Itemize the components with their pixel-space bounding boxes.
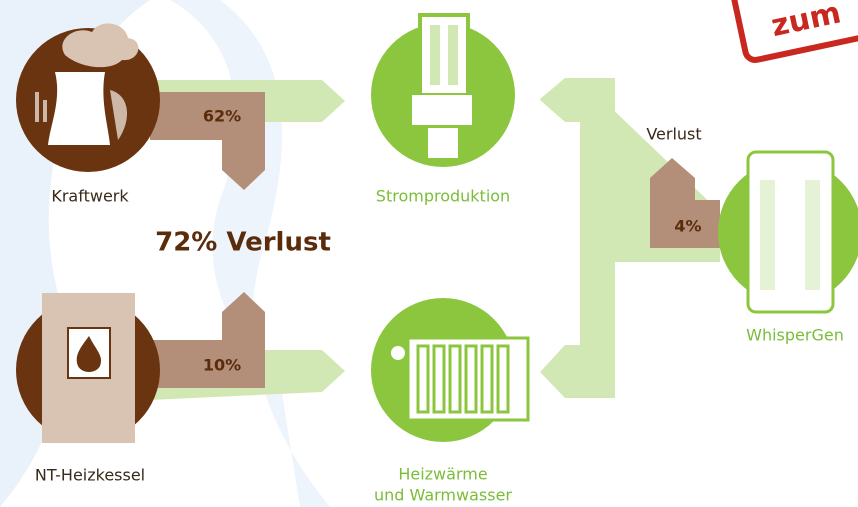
loss-block (650, 158, 720, 248)
badge-frame (729, 0, 858, 63)
chimney (35, 92, 39, 122)
bulb-base (412, 95, 472, 125)
unit (775, 180, 805, 290)
bulb (418, 13, 470, 97)
bulb (448, 25, 458, 85)
output-label: Stromproduktion (376, 187, 510, 206)
output-label: und Warmwasser (374, 486, 512, 505)
loss-label: 62% (203, 107, 241, 126)
chp-flow (540, 78, 720, 398)
loss-blocks (150, 92, 720, 388)
loss-label: 10% (203, 356, 241, 375)
loss-block (150, 92, 265, 190)
source-label: NT-Heizkessel (35, 466, 145, 485)
radiator (406, 336, 530, 422)
cooling-tower (48, 72, 110, 145)
bulb-socket (428, 128, 458, 158)
source-label: Kraftwerk (51, 187, 129, 206)
chp-loss-title: Verlust (646, 125, 701, 144)
badge: zum (729, 0, 858, 63)
output-label: Heizwärme (398, 465, 487, 484)
chimney (43, 100, 47, 122)
loss-label: 4% (674, 217, 701, 236)
radiator-fins (416, 344, 510, 414)
flame (76, 336, 102, 372)
smoke (62, 23, 139, 68)
chp-label: WhisperGen (746, 326, 844, 345)
bulb (430, 25, 440, 85)
background-swirl (170, 0, 330, 507)
valve (391, 346, 405, 360)
loss-block (150, 292, 265, 388)
flow-arrow (150, 350, 345, 400)
cooling-tower (110, 90, 128, 140)
flow-arrow (150, 80, 345, 122)
total-loss: 72% Verlust (155, 228, 331, 258)
